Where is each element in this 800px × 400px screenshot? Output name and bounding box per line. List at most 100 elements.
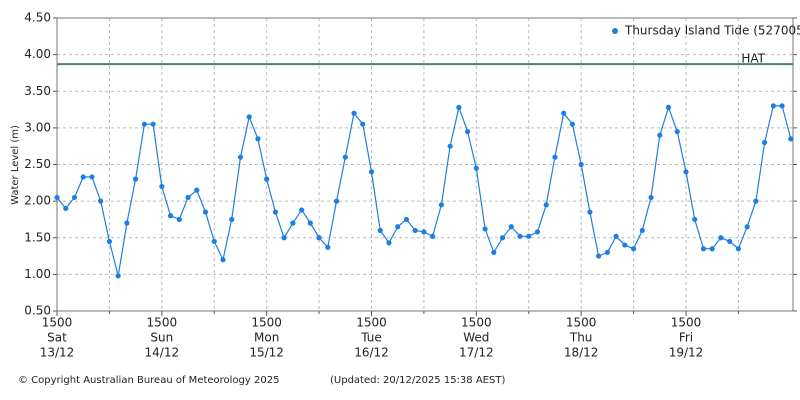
data-point <box>98 198 104 204</box>
data-point <box>211 238 217 245</box>
data-point <box>71 194 78 201</box>
data-point <box>395 224 401 230</box>
data-point <box>264 176 270 182</box>
data-point <box>630 246 637 252</box>
data-point <box>596 253 602 259</box>
data-point <box>447 143 453 149</box>
x-tick-label: 1500 <box>566 316 597 330</box>
x-tick-label: 1500 <box>461 316 492 330</box>
x-tick-label: 1500 <box>671 316 702 330</box>
data-point <box>202 209 209 215</box>
data-point <box>499 235 506 241</box>
data-point <box>333 198 340 204</box>
reference-label: HAT <box>741 52 765 66</box>
x-tick-label: 1500 <box>251 316 282 330</box>
legend-marker <box>612 28 618 34</box>
x-tick-date: 13/12 <box>40 346 75 360</box>
x-tick-day: Mon <box>254 331 279 345</box>
data-point <box>342 154 348 160</box>
data-point <box>657 132 663 138</box>
y-axis-label: Water Level (m) <box>10 125 21 205</box>
x-tick-date: 15/12 <box>249 346 284 360</box>
data-point <box>246 114 252 120</box>
data-point <box>386 240 392 246</box>
data-point <box>281 235 287 241</box>
data-point <box>185 194 191 201</box>
x-tick-day: Sun <box>150 331 173 345</box>
plot-frame <box>56 17 794 312</box>
x-tick-day: Sat <box>47 331 67 345</box>
data-point <box>692 216 698 223</box>
y-tick-label: 4.00 <box>24 47 51 61</box>
legend-label: Thursday Island Tide (527005) <box>624 24 800 38</box>
x-tick-date: 17/12 <box>459 346 494 360</box>
x-tick-day: Thu <box>569 331 593 345</box>
data-point <box>360 121 366 127</box>
data-point <box>325 244 331 250</box>
data-point <box>229 216 235 223</box>
data-point <box>237 154 244 160</box>
x-tick-date: 18/12 <box>564 346 599 360</box>
data-point <box>89 174 95 180</box>
y-tick-label: 2.50 <box>24 157 51 171</box>
data-point <box>569 121 576 127</box>
data-point <box>639 227 645 234</box>
data-point <box>290 220 296 226</box>
data-point <box>491 249 497 255</box>
data-point <box>779 103 785 109</box>
data-point <box>464 128 471 135</box>
data-point <box>552 154 558 160</box>
x-tick-date: 14/12 <box>145 346 180 360</box>
data-point <box>473 165 479 171</box>
series-line <box>56 105 792 276</box>
data-point <box>412 227 418 234</box>
data-point <box>727 238 733 245</box>
data-point <box>421 229 427 235</box>
data-point <box>744 224 750 230</box>
data-point <box>700 246 707 252</box>
data-point <box>482 226 488 232</box>
data-point <box>194 187 200 193</box>
x-tick-day: Wed <box>463 331 489 345</box>
y-tick-label: 0.50 <box>24 304 51 318</box>
data-point <box>368 169 375 175</box>
data-point <box>80 174 86 180</box>
data-point <box>430 233 436 239</box>
data-point <box>517 233 523 239</box>
data-point <box>438 202 444 208</box>
data-point <box>351 110 357 116</box>
data-point <box>674 128 680 135</box>
data-point <box>63 205 69 212</box>
x-tick-day: Fri <box>679 331 693 345</box>
data-point <box>587 209 593 215</box>
data-point <box>718 235 724 241</box>
data-point <box>753 198 759 204</box>
data-point <box>561 110 567 116</box>
x-tick-label: 1500 <box>147 316 178 330</box>
x-tick-label: 1500 <box>42 316 73 330</box>
data-point <box>508 224 514 230</box>
data-point <box>176 216 182 223</box>
data-point <box>150 121 156 127</box>
data-point <box>403 216 410 223</box>
x-tick-label: 1500 <box>356 316 387 330</box>
x-tick-day: Tue <box>360 331 382 345</box>
data-point <box>543 202 549 208</box>
data-point <box>578 161 584 168</box>
data-point <box>307 220 313 226</box>
data-point <box>159 183 165 190</box>
data-point <box>622 242 628 248</box>
data-point <box>167 213 174 219</box>
y-tick-label: 1.00 <box>24 267 51 281</box>
data-point <box>770 103 776 109</box>
y-tick-label: 3.00 <box>24 120 51 134</box>
updated: (Updated: 20/12/2025 15:38 AEST) <box>330 375 505 386</box>
data-point <box>272 209 278 215</box>
data-point <box>683 169 689 175</box>
y-tick-label: 2.00 <box>24 194 51 208</box>
data-point <box>377 227 383 234</box>
copyright: © Copyright Australian Bureau of Meteoro… <box>18 375 279 386</box>
x-tick-date: 16/12 <box>354 346 389 360</box>
